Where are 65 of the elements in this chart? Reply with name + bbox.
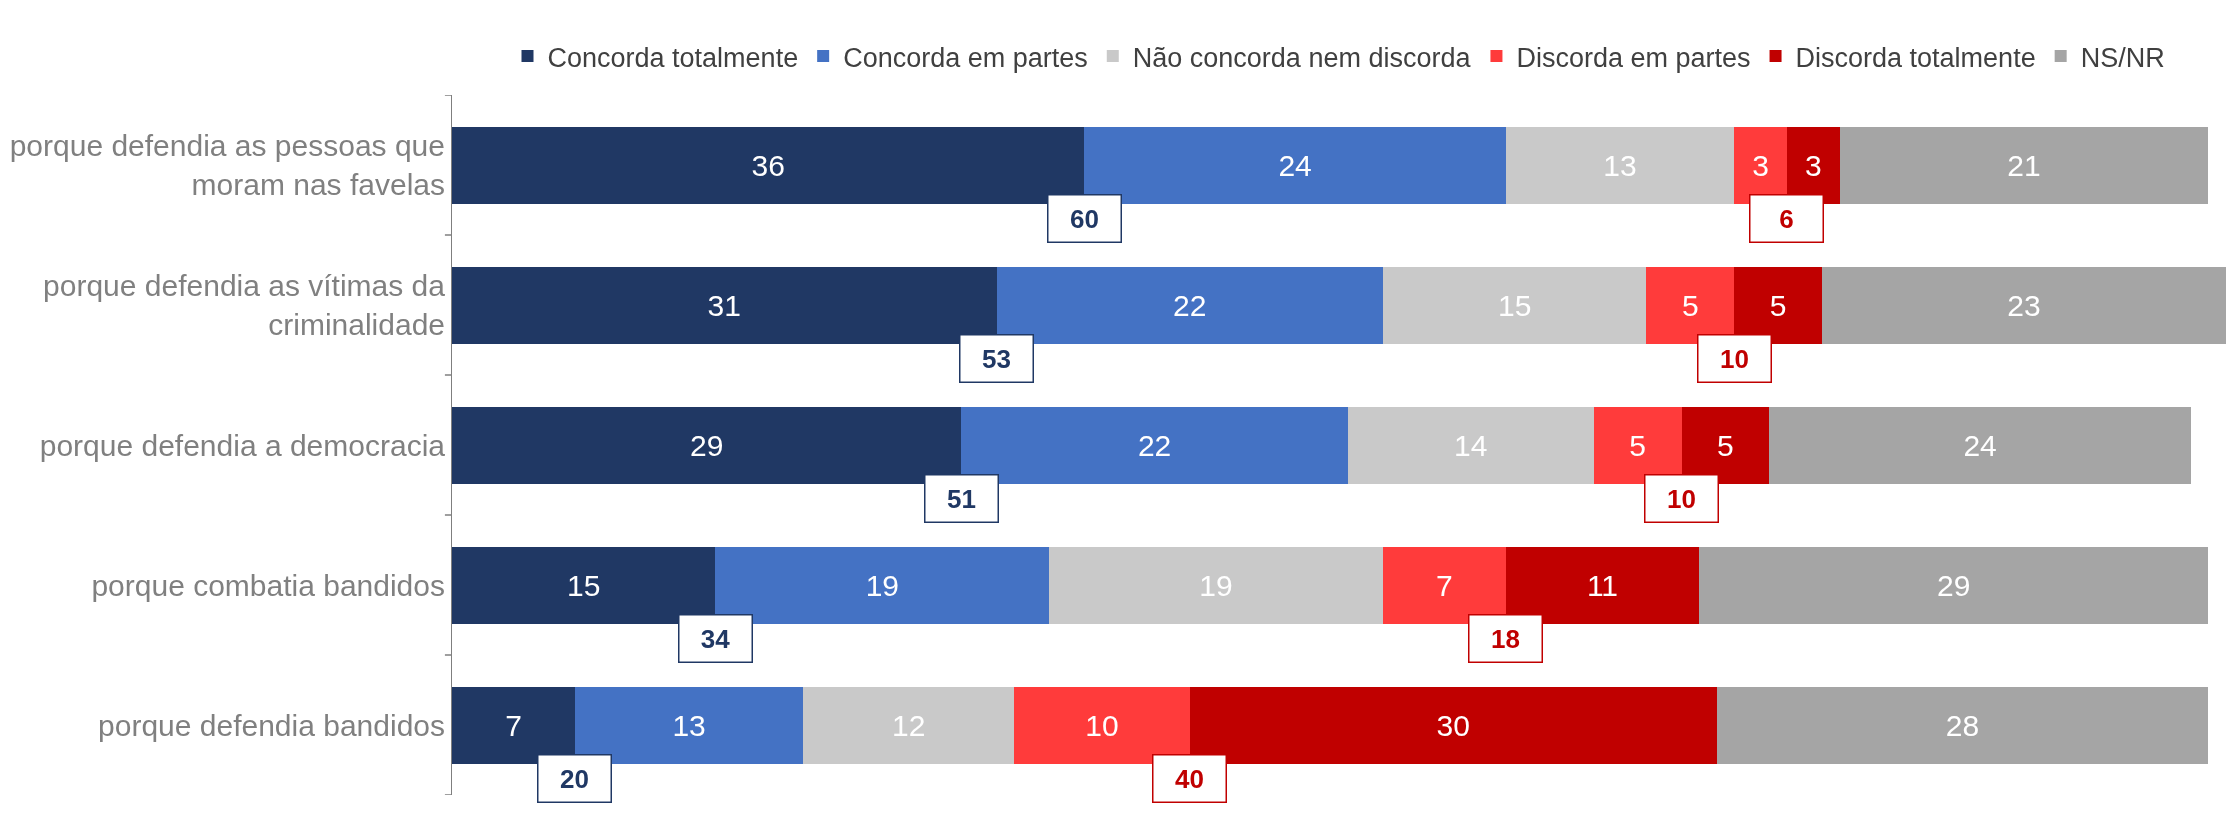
data-label: 3 bbox=[1804, 148, 1822, 182]
bar bbox=[574, 686, 804, 764]
data-label: 11 bbox=[1586, 568, 1619, 602]
bar bbox=[803, 686, 1015, 764]
bar bbox=[1822, 266, 2226, 344]
bar bbox=[1382, 266, 1647, 344]
data-label: 10 bbox=[1085, 708, 1119, 742]
data-label: 3 bbox=[1752, 148, 1769, 182]
data-label: 7 bbox=[1436, 568, 1453, 602]
data-label: 15 bbox=[567, 568, 601, 602]
data-label: 36 bbox=[751, 148, 785, 182]
legend-label: Concorda totalmente bbox=[547, 42, 799, 73]
data-label: 21 bbox=[2007, 148, 2041, 182]
data-label: 22 bbox=[1173, 288, 1207, 322]
annotation: 6 bbox=[1779, 203, 1794, 234]
bar bbox=[1769, 406, 2191, 484]
data-label: 19 bbox=[865, 568, 900, 602]
annotation: 34 bbox=[700, 623, 731, 654]
data-label: 5 bbox=[1629, 428, 1646, 462]
data-label: 30 bbox=[1436, 708, 1470, 742]
bar bbox=[961, 406, 1348, 484]
annotation: 40 bbox=[1175, 763, 1204, 794]
y-tick-label: porque defendia as vítimas da criminalidade bbox=[43, 269, 446, 341]
annotation: 10 bbox=[1667, 483, 1696, 514]
y-tick-label: porque defendia as pessoas que moram nas favelas bbox=[9, 129, 445, 201]
data-label: 7 bbox=[505, 708, 522, 742]
data-label: 29 bbox=[690, 428, 724, 462]
bar bbox=[1347, 406, 1594, 484]
data-label: 5 bbox=[1717, 428, 1734, 462]
bar bbox=[996, 266, 1383, 344]
annotation: 18 bbox=[1491, 623, 1520, 654]
annotation: 60 bbox=[1070, 203, 1099, 234]
annotation: 20 bbox=[560, 763, 589, 794]
bar bbox=[1839, 126, 2209, 204]
data-label: 31 bbox=[707, 288, 741, 322]
legend-label: Discorda em partes bbox=[1516, 42, 1751, 73]
data-label: 29 bbox=[1937, 568, 1971, 602]
y-tick-label: porque combatia bandidos bbox=[91, 568, 445, 602]
legend-label: NS/NR bbox=[2080, 42, 2165, 73]
legend-label: Não concorda nem discorda bbox=[1132, 42, 1472, 73]
bar bbox=[1646, 266, 1735, 344]
annotation: 53 bbox=[982, 343, 1011, 374]
annotation: 10 bbox=[1720, 343, 1749, 374]
data-label: 28 bbox=[1945, 708, 1980, 742]
bar bbox=[1014, 686, 1190, 764]
data-label: 5 bbox=[1769, 288, 1787, 322]
bar bbox=[1382, 546, 1506, 624]
y-tick-label: porque defendia a democracia bbox=[39, 428, 446, 462]
bar bbox=[1505, 126, 1735, 204]
data-label: 5 bbox=[1681, 288, 1699, 322]
bar bbox=[1593, 406, 1682, 484]
bar bbox=[1716, 686, 2209, 764]
data-label: 24 bbox=[1278, 148, 1312, 182]
bar bbox=[1699, 546, 2209, 624]
bar bbox=[715, 546, 1050, 624]
bar bbox=[1049, 546, 1383, 624]
annotation: 51 bbox=[947, 483, 976, 514]
data-label: 22 bbox=[1137, 428, 1172, 462]
data-label: 24 bbox=[1963, 428, 1997, 462]
y-tick-label: porque defendia bandidos bbox=[98, 708, 445, 742]
legend-label: Discorda totalmente bbox=[1795, 42, 2036, 73]
bar bbox=[1084, 126, 1506, 204]
legend-label: Concorda em partes bbox=[843, 42, 1088, 73]
data-label: 23 bbox=[2007, 288, 2041, 322]
data-label: 13 bbox=[672, 708, 706, 742]
